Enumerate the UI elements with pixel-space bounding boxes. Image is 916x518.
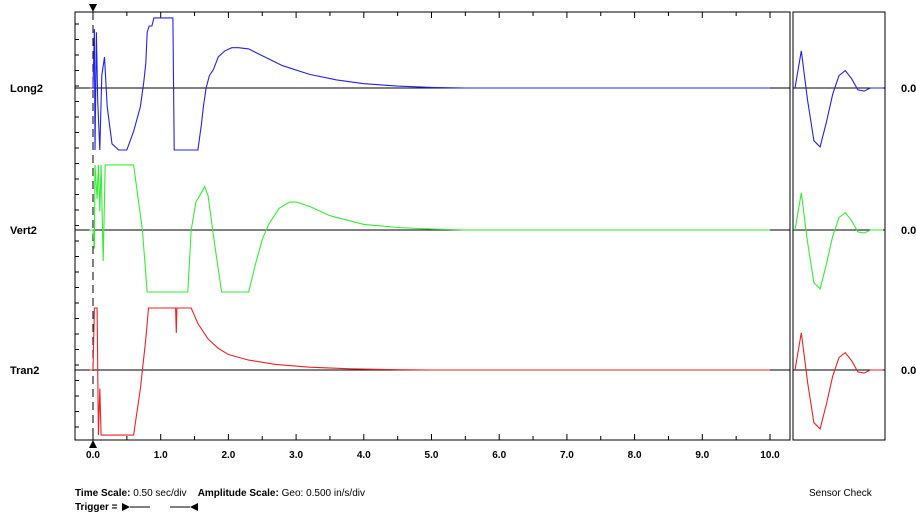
channel-value-label: 0.0 [901,225,916,237]
channel-value-label: 0.0 [901,365,916,377]
amplitude-scale-label: Amplitude Scale: [197,488,279,499]
channel-label: Vert2 [10,225,37,237]
channel-label: Tran2 [10,365,39,377]
channel-label: Long2 [10,83,43,95]
sensor-check-label: Sensor Check [809,488,872,499]
x-tick-label: 6.0 [492,450,506,461]
amplitude-scale-value: Geo: 0.500 in/s/div [281,488,365,499]
waveform-long2 [89,17,770,151]
x-tick-label: 0.0 [86,450,100,461]
x-tick-label: 5.0 [425,450,439,461]
x-tick-label: 4.0 [357,450,371,461]
x-tick-label: 9.0 [695,450,709,461]
trigger-info: Trigger = [75,502,200,513]
scale-info: Time Scale: 0.50 sec/div Amplitude Scale… [75,488,365,499]
trigger-label: Trigger = [75,502,118,513]
check-waveform-long2 [794,50,883,148]
check-waveform-vert2 [794,192,883,290]
x-tick-label: 7.0 [560,450,574,461]
trigger-level-icon [122,503,199,512]
x-tick-label: 2.0 [221,450,235,461]
x-tick-label: 10.0 [760,450,780,461]
waveform-vert2 [89,164,770,293]
trigger-marker-top [89,4,97,12]
sensor-check-frame [792,11,886,441]
time-scale-label: Time Scale: [75,488,131,499]
x-tick-label: 3.0 [289,450,303,461]
x-tick-label: 8.0 [628,450,642,461]
main-plot-frame [74,11,791,441]
waveform-tran2 [89,307,770,436]
x-tick-label: 1.0 [154,450,168,461]
time-scale-value: 0.50 sec/div [133,488,187,499]
check-waveform-tran2 [794,332,883,430]
channel-value-label: 0.0 [901,83,916,95]
trigger-marker-bottom [89,440,97,448]
